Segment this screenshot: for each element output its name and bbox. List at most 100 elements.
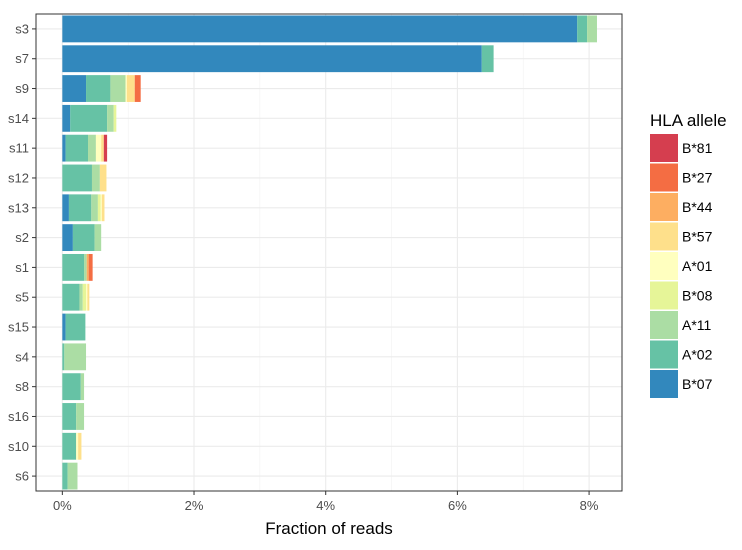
legend-title: HLA allele	[650, 111, 727, 130]
bar-segment-s13-B08	[97, 194, 101, 222]
legend-label: B*08	[682, 288, 713, 304]
y-tick-label: s5	[15, 290, 29, 305]
y-axis: s3 s7 s9 s14 s11 s12 s13 s2 s1 s5 s15 s4 s8 s16 s10 s6	[8, 21, 36, 484]
legend: HLA allele B*81 B*27 B*44 B*57 A*01 B*08 A*11 A…	[650, 111, 727, 398]
bar-segment-s11-B57	[101, 134, 104, 162]
bar-segment-s1-B27	[88, 253, 93, 281]
bar-segment-s10-A01	[76, 432, 79, 460]
bar-segment-s3-B07	[62, 15, 578, 43]
x-tick-label: 4%	[316, 498, 335, 513]
bar-segment-s6-A02	[62, 462, 68, 490]
bar-segment-s11-B07	[62, 134, 66, 162]
bar-segment-s14-B07	[62, 104, 71, 132]
legend-label: B*81	[682, 140, 713, 156]
bar-segment-s5-B08	[82, 283, 87, 311]
bar-segment-s8-A02	[62, 373, 81, 401]
x-tick-label: 2%	[185, 498, 204, 513]
y-tick-label: s9	[15, 81, 29, 96]
bar-segment-s2-B07	[62, 224, 73, 252]
bar-segment-s12-A11	[91, 164, 100, 192]
bar-segment-s10-A02	[62, 432, 77, 460]
bar-segment-s5-B57	[87, 283, 90, 311]
y-tick-label: s16	[8, 409, 29, 424]
bar-segment-s13-B57	[101, 194, 105, 222]
bar-segment-s1-A11	[84, 253, 87, 281]
legend-key-B07	[650, 370, 678, 398]
y-tick-label: s12	[8, 170, 29, 185]
bar-segment-s4-A02	[62, 343, 65, 371]
y-tick-label: s11	[9, 141, 29, 156]
y-tick-label: s4	[15, 349, 29, 364]
bar-segment-s2-A02	[72, 224, 95, 252]
bar-segment-s6-A11	[67, 462, 78, 490]
bar-segment-s14-A02	[70, 104, 108, 132]
bar-segment-s9-B07	[62, 75, 87, 102]
bar-segment-s13-A01	[100, 194, 102, 222]
y-tick-label: s13	[8, 200, 29, 215]
legend-key-A11	[650, 311, 678, 339]
bar-segment-s16-A11	[76, 403, 85, 430]
bar-segment-s15-A02	[65, 313, 86, 341]
bar-segment-s9-A01	[125, 75, 127, 102]
bar-segment-s13-A11	[91, 194, 98, 222]
bar-segment-s11-A11	[88, 134, 96, 162]
bar-segment-s2-A11	[94, 224, 102, 252]
bar-segment-s13-A02	[68, 194, 92, 222]
bar-segment-s11-A01	[95, 134, 102, 162]
x-tick-label: 8%	[580, 498, 599, 513]
legend-key-B27	[650, 163, 678, 192]
legend-label: B*44	[682, 199, 713, 215]
bar-segment-s4-A11	[64, 343, 87, 371]
plot-panel-border	[35, 13, 623, 492]
bar-segment-s12-B57	[99, 164, 107, 192]
legend-key-B44	[650, 193, 678, 221]
y-tick-label: s15	[8, 320, 29, 335]
y-tick-label: s1	[15, 260, 29, 275]
bar-segment-s14-A11	[107, 104, 114, 132]
bar-segment-s13-B07	[62, 194, 69, 222]
y-tick-label: s6	[15, 469, 29, 484]
legend-key-A02	[650, 340, 678, 369]
legend-label: B*07	[682, 376, 713, 392]
bar-segment-s15-B07	[62, 313, 66, 341]
bar-segment-s1-B44	[86, 253, 89, 281]
bar-segment-s9-B57	[126, 75, 135, 102]
x-tick-label: 6%	[448, 498, 467, 513]
y-tick-label: s7	[15, 51, 29, 66]
y-tick-label: s14	[8, 111, 29, 126]
bar-segment-s7-A02	[481, 45, 494, 73]
bar-segment-s5-A02	[62, 283, 80, 311]
legend-key-B81	[650, 134, 678, 162]
legend-key-B08	[650, 281, 678, 310]
y-tick-label: s3	[15, 21, 29, 36]
y-tick-label: s10	[8, 439, 29, 454]
legend-label: A*01	[682, 258, 713, 274]
bar-segment-s3-A11	[587, 15, 597, 43]
legend-label: B*27	[682, 170, 713, 186]
bar-segment-s10-B57	[78, 432, 82, 460]
bar-segment-s12-A02	[62, 164, 92, 192]
bar-segment-s3-A02	[577, 15, 588, 43]
bar-segment-s5-A11	[79, 283, 83, 311]
bar-segment-s7-B07	[62, 45, 482, 73]
bar-segment-s14-B08	[113, 104, 117, 132]
x-tick-label: 0%	[53, 498, 72, 513]
x-axis: 0% 2% 4% 6% 8%	[53, 491, 599, 513]
legend-label: B*57	[682, 229, 713, 245]
bars	[62, 15, 597, 490]
bar-segment-s5-A01	[86, 283, 88, 311]
y-tick-label: s2	[15, 230, 29, 245]
x-axis-title: Fraction of reads	[265, 519, 393, 538]
bar-segment-s1-A02	[62, 253, 85, 281]
bar-segment-s9-B27	[134, 75, 141, 102]
y-tick-label: s8	[15, 379, 29, 394]
bar-segment-s11-A02	[65, 134, 89, 162]
bar-segment-s11-B81	[103, 134, 108, 162]
bar-segment-s9-A11	[110, 75, 126, 102]
legend-key-A01	[650, 252, 678, 280]
bar-segment-s8-A11	[80, 373, 85, 401]
legend-key-B57	[650, 222, 678, 251]
legend-label: A*11	[682, 317, 712, 333]
